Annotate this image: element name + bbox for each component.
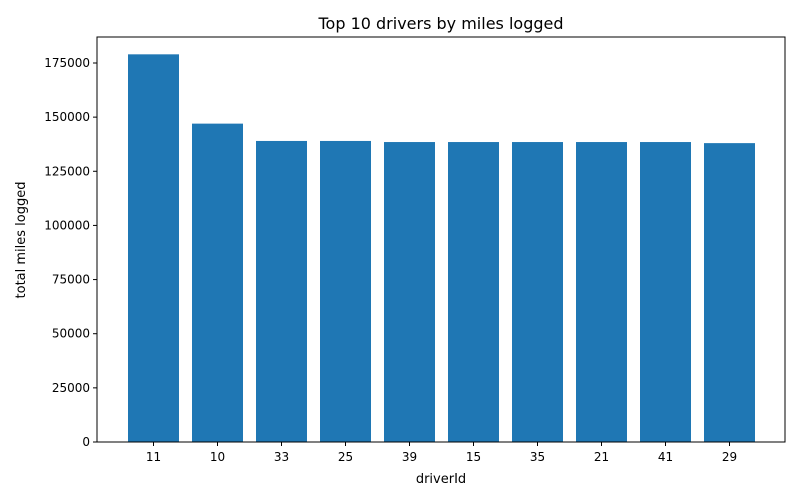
x-tick-label: 35	[530, 450, 545, 464]
x-tick-label: 21	[594, 450, 609, 464]
plot-frame	[96, 36, 786, 443]
x-axis-label: driverId	[416, 472, 466, 487]
bar-driver-11	[128, 54, 179, 442]
bar-driver-21	[576, 142, 627, 442]
x-tick-label: 11	[146, 450, 161, 464]
x-tick-label: 25	[338, 450, 353, 464]
y-axis-ticks: 0 25000 50000 75000 100000 125000 150000 175000	[44, 56, 97, 449]
x-tick-label: 33	[274, 450, 289, 464]
y-tick-label: 75000	[52, 273, 90, 287]
x-tick-label: 41	[658, 450, 673, 464]
x-tick-label: 29	[722, 450, 737, 464]
bar-driver-33	[256, 140, 307, 442]
x-axis-ticks: 11 10 33 25 39 15 35 21 41 29	[146, 442, 737, 464]
y-tick-label: 50000	[52, 327, 90, 341]
y-axis-label: total miles logged	[14, 182, 29, 299]
bar-driver-39	[384, 142, 435, 442]
bar-driver-29	[704, 143, 755, 443]
bar-driver-41	[640, 142, 691, 442]
y-tick-label: 125000	[44, 164, 90, 178]
chart-title: Top 10 drivers by miles logged	[317, 14, 563, 33]
y-tick-label: 0	[82, 435, 90, 449]
bar-driver-25	[320, 140, 371, 442]
bars-group	[128, 54, 755, 443]
bar-driver-15	[448, 142, 499, 442]
y-tick-label: 100000	[44, 218, 90, 232]
x-tick-label: 15	[466, 450, 481, 464]
x-tick-label: 39	[402, 450, 417, 464]
bar-driver-10	[192, 123, 243, 443]
y-tick-label: 25000	[52, 381, 90, 395]
x-tick-label: 10	[210, 450, 225, 464]
y-tick-label: 150000	[44, 110, 90, 124]
bar-driver-35	[512, 142, 563, 442]
y-tick-label: 175000	[44, 56, 90, 70]
